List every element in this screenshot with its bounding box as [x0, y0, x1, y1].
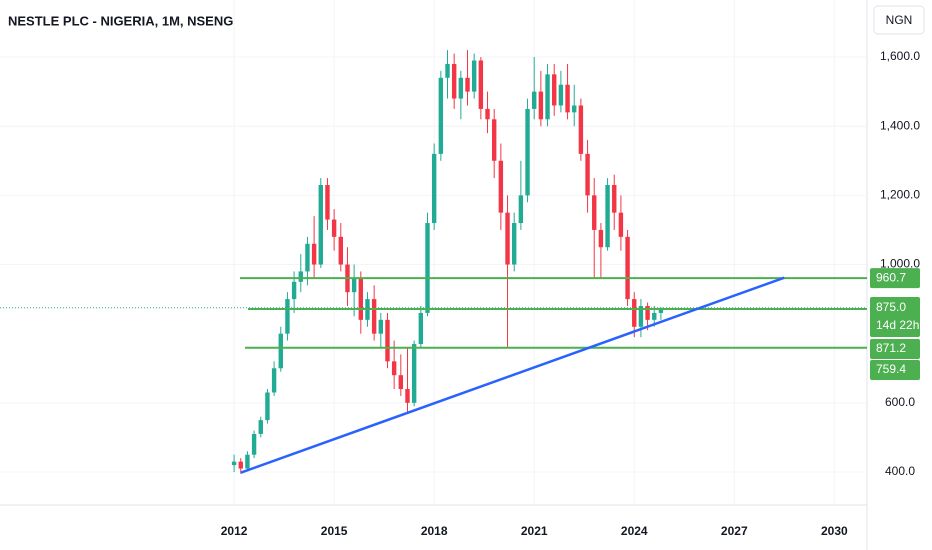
currency-label[interactable]: NGN	[886, 13, 913, 27]
candle-body	[391, 361, 397, 376]
candle-body	[658, 307, 664, 313]
candle-body	[578, 105, 584, 154]
price-label: 759.4	[876, 362, 906, 376]
candle-body	[411, 344, 417, 403]
candle-body	[652, 312, 657, 320]
candle-body	[532, 91, 537, 109]
candle-body	[585, 153, 590, 196]
candle-body	[338, 236, 343, 265]
candle-body	[425, 223, 430, 313]
x-tick-label: 2024	[621, 524, 648, 538]
x-tick-label: 2012	[221, 524, 248, 538]
price-label-box	[870, 339, 920, 359]
x-tick-label: 2018	[421, 524, 448, 538]
candle-body	[645, 306, 650, 320]
candle-body	[258, 420, 263, 434]
candle-body	[558, 84, 564, 106]
candle-body	[518, 195, 524, 224]
candle-body	[331, 219, 337, 237]
candle-body	[632, 299, 637, 327]
candle-body	[405, 389, 410, 403]
candle-body	[251, 433, 257, 455]
candle-body	[511, 223, 517, 265]
candle-body	[431, 153, 437, 224]
candle-body	[445, 63, 450, 78]
x-tick-label: 2030	[821, 524, 848, 538]
candle-body	[271, 368, 277, 393]
candle-body	[612, 184, 617, 213]
candle-body	[358, 278, 364, 320]
candle-body	[418, 312, 424, 345]
candle-body	[351, 278, 357, 293]
x-tick-label: 2027	[721, 524, 748, 538]
candle-body	[311, 243, 317, 265]
y-tick-label: 600.0	[885, 395, 915, 409]
x-tick-label: 2015	[321, 524, 348, 538]
candle-body	[638, 306, 644, 327]
y-tick-label: 1,000.0	[880, 257, 920, 271]
y-tick-label: 1,200.0	[880, 188, 920, 202]
price-label-box	[870, 360, 920, 380]
candle-body	[471, 60, 477, 92]
candle-body	[525, 108, 530, 196]
price-label: 960.7	[876, 270, 906, 284]
candle-body	[478, 60, 484, 109]
y-tick-label: 1,400.0	[880, 118, 920, 132]
candle-body	[592, 195, 597, 230]
last-price-box	[870, 297, 920, 337]
candle-body	[245, 454, 250, 469]
candle-body	[378, 319, 384, 334]
chart-title: NESTLE PLC - NIGERIA, 1M, NSENG	[8, 13, 233, 28]
candle-body	[505, 212, 510, 265]
candle-body	[438, 77, 444, 154]
candle-body	[598, 229, 604, 248]
candle-body	[572, 105, 577, 113]
candle-body	[625, 236, 630, 300]
candle-body	[398, 375, 404, 390]
candle-body	[318, 184, 323, 265]
candle-body	[325, 184, 330, 220]
candle-body	[618, 212, 624, 237]
price-label-box	[870, 268, 920, 289]
candle-body	[465, 77, 470, 92]
candle-body	[231, 461, 237, 466]
candle-body	[238, 461, 243, 469]
y-tick-label: 1,600.0	[880, 49, 920, 63]
candle-body	[451, 63, 457, 99]
candle-body	[485, 108, 490, 120]
candle-body	[498, 160, 504, 213]
candle-body	[298, 271, 303, 282]
last-price-label: 875.0	[876, 300, 906, 314]
candle-body	[265, 392, 270, 421]
candle-body	[278, 333, 283, 369]
countdown-label: 14d 22h	[876, 318, 919, 332]
candle-body	[565, 84, 570, 113]
candle-body	[385, 319, 390, 362]
price-label: 871.2	[876, 341, 906, 355]
candle-body	[605, 184, 610, 248]
candle-body	[552, 74, 557, 106]
candle-body	[458, 77, 464, 99]
currency-button[interactable]	[873, 5, 925, 35]
candle-body	[545, 74, 550, 120]
y-tick-label: 400.0	[885, 464, 915, 478]
x-tick-label: 2021	[521, 524, 548, 538]
candle-body	[285, 299, 290, 334]
candle-body	[491, 119, 497, 161]
trendline	[240, 276, 785, 474]
candle-body	[291, 281, 297, 300]
candle-body	[538, 91, 544, 120]
candle-body	[305, 243, 310, 272]
candle-body	[371, 299, 377, 334]
